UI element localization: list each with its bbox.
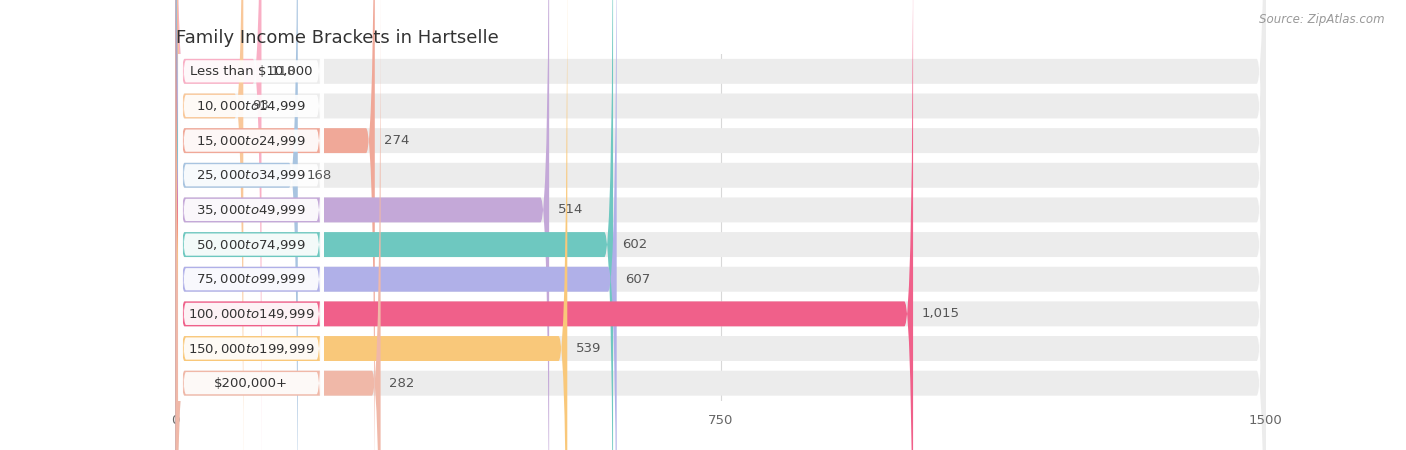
- Text: $50,000 to $74,999: $50,000 to $74,999: [197, 238, 307, 252]
- Text: 118: 118: [270, 65, 295, 78]
- Text: $100,000 to $149,999: $100,000 to $149,999: [188, 307, 315, 321]
- Text: 93: 93: [252, 99, 269, 112]
- FancyBboxPatch shape: [179, 0, 323, 407]
- Text: 602: 602: [621, 238, 647, 251]
- Text: 274: 274: [384, 134, 409, 147]
- FancyBboxPatch shape: [179, 0, 323, 450]
- FancyBboxPatch shape: [176, 0, 1265, 450]
- FancyBboxPatch shape: [179, 13, 323, 450]
- FancyBboxPatch shape: [176, 0, 1265, 450]
- FancyBboxPatch shape: [176, 0, 912, 450]
- Text: $150,000 to $199,999: $150,000 to $199,999: [188, 342, 315, 356]
- FancyBboxPatch shape: [176, 0, 1265, 450]
- FancyBboxPatch shape: [176, 0, 613, 450]
- FancyBboxPatch shape: [179, 0, 323, 450]
- Text: Source: ZipAtlas.com: Source: ZipAtlas.com: [1260, 14, 1385, 27]
- FancyBboxPatch shape: [176, 0, 1265, 450]
- Text: $75,000 to $99,999: $75,000 to $99,999: [197, 272, 307, 286]
- FancyBboxPatch shape: [179, 48, 323, 450]
- FancyBboxPatch shape: [179, 0, 323, 450]
- FancyBboxPatch shape: [179, 0, 323, 450]
- Text: 282: 282: [389, 377, 415, 390]
- Text: $10,000 to $14,999: $10,000 to $14,999: [197, 99, 307, 113]
- FancyBboxPatch shape: [176, 0, 617, 450]
- FancyBboxPatch shape: [176, 0, 550, 450]
- FancyBboxPatch shape: [176, 0, 1265, 450]
- FancyBboxPatch shape: [176, 0, 1265, 450]
- FancyBboxPatch shape: [176, 0, 243, 450]
- FancyBboxPatch shape: [179, 0, 323, 441]
- Text: 1,015: 1,015: [922, 307, 960, 320]
- Text: 514: 514: [558, 203, 583, 216]
- Text: 168: 168: [307, 169, 332, 182]
- Text: $35,000 to $49,999: $35,000 to $49,999: [197, 203, 307, 217]
- FancyBboxPatch shape: [176, 0, 1265, 450]
- FancyBboxPatch shape: [176, 0, 1265, 450]
- Text: 539: 539: [576, 342, 602, 355]
- FancyBboxPatch shape: [176, 0, 567, 450]
- FancyBboxPatch shape: [176, 0, 1265, 450]
- Text: $200,000+: $200,000+: [214, 377, 288, 390]
- FancyBboxPatch shape: [176, 0, 262, 450]
- FancyBboxPatch shape: [176, 0, 298, 450]
- Text: Family Income Brackets in Hartselle: Family Income Brackets in Hartselle: [176, 29, 499, 47]
- Text: 607: 607: [626, 273, 651, 286]
- Text: $15,000 to $24,999: $15,000 to $24,999: [197, 134, 307, 148]
- FancyBboxPatch shape: [179, 0, 323, 450]
- FancyBboxPatch shape: [176, 0, 1265, 450]
- FancyBboxPatch shape: [176, 0, 381, 450]
- FancyBboxPatch shape: [179, 0, 323, 450]
- Text: $25,000 to $34,999: $25,000 to $34,999: [197, 168, 307, 182]
- Text: Less than $10,000: Less than $10,000: [190, 65, 312, 78]
- FancyBboxPatch shape: [176, 0, 375, 450]
